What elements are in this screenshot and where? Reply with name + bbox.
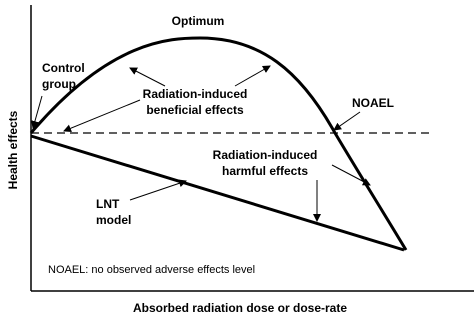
arrow xyxy=(129,179,187,201)
x-axis-label: Absorbed radiation dose or dose-rate xyxy=(133,301,347,315)
drawing xyxy=(29,5,474,292)
arrow xyxy=(31,95,43,129)
harmful-label: Radiation-induced xyxy=(213,148,318,162)
control-label: group xyxy=(42,77,76,91)
y-axis-label: Health effects xyxy=(6,110,20,189)
beneficial-label: beneficial effects xyxy=(146,103,244,117)
control-label: Control xyxy=(42,61,85,75)
noael-label: NOAEL xyxy=(352,96,394,110)
hormesis-curve xyxy=(29,36,408,251)
footnote: NOAEL: no observed adverse effects level xyxy=(48,264,255,276)
harmful-label: harmful effects xyxy=(222,164,308,178)
beneficial-label: Radiation-induced xyxy=(143,87,248,101)
lnt-label: LNT xyxy=(96,197,120,211)
arrow xyxy=(63,99,141,133)
optimum-label: Optimum xyxy=(172,14,225,28)
arrow xyxy=(331,164,371,186)
arrow xyxy=(129,67,166,87)
arrow xyxy=(234,65,271,87)
arrow xyxy=(333,111,361,131)
lnt-line xyxy=(30,134,405,252)
lnt-label: model xyxy=(96,213,131,227)
